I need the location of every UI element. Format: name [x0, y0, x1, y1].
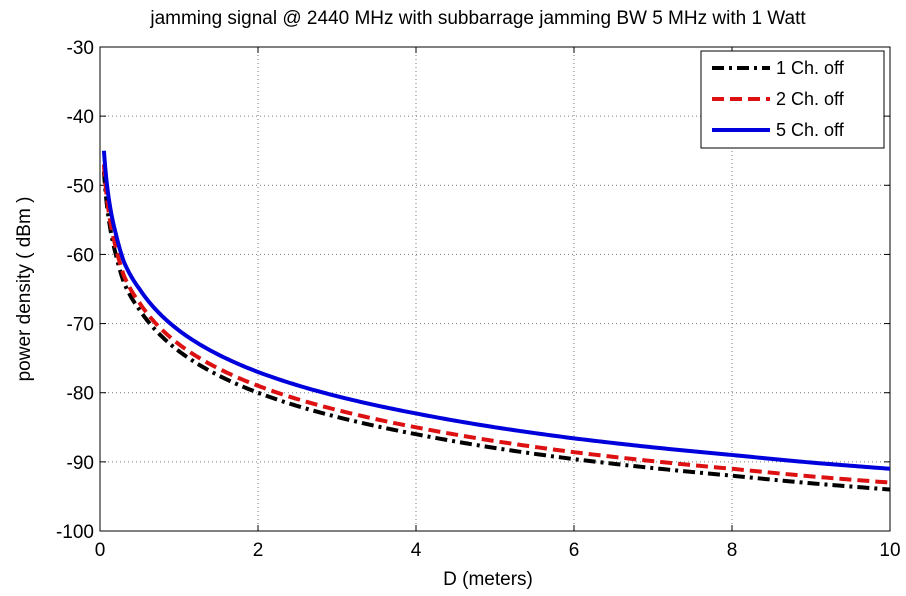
x-tick-label: 0	[95, 540, 106, 561]
y-tick-label: -80	[67, 384, 94, 405]
y-axis-label: power density ( dBm )	[14, 197, 35, 382]
y-tick-label: -70	[67, 315, 94, 336]
legend: 1 Ch. off 2 Ch. off 5 Ch. off	[700, 50, 885, 149]
x-tick-label: 6	[569, 540, 580, 561]
legend-label-1: 1 Ch. off	[776, 58, 845, 78]
x-axis-label: D (meters)	[443, 569, 533, 590]
x-tick-label: 10	[879, 540, 900, 561]
y-tick-label: -100	[56, 522, 94, 543]
y-tick-label: -60	[67, 245, 94, 266]
x-tick-label: 8	[727, 540, 738, 561]
series-lines	[101, 150, 891, 492]
chart-title: jamming signal @ 2440 MHz with subbarrag…	[149, 8, 806, 29]
y-tick-label: -90	[67, 453, 94, 474]
legend-label-3: 5 Ch. off	[776, 120, 845, 140]
series-line-2	[101, 164, 891, 485]
legend-label-2: 2 Ch. off	[776, 89, 845, 109]
y-tick-label: -40	[67, 107, 94, 128]
x-tick-label: 2	[253, 540, 264, 561]
axis-ticks: 0 2 4 6 8 10 -30 -40 -50 -60 -70 -80 -90 -100	[56, 38, 901, 561]
plot-area-frame	[99, 46, 891, 532]
series-line-3	[101, 150, 891, 471]
series-line-1	[101, 171, 891, 492]
x-tick-label: 4	[411, 540, 422, 561]
y-tick-label: -30	[67, 38, 94, 59]
y-tick-label: -50	[67, 176, 94, 197]
